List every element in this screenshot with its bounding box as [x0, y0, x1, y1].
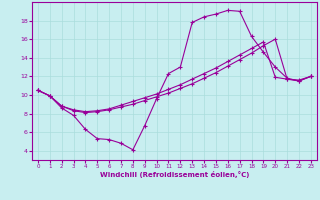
- X-axis label: Windchill (Refroidissement éolien,°C): Windchill (Refroidissement éolien,°C): [100, 171, 249, 178]
